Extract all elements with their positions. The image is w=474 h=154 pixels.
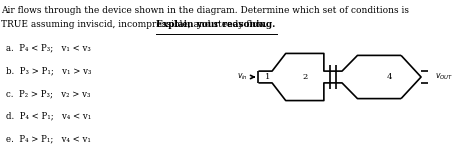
Text: c.  P₂ > P₃;   v₂ > v₃: c. P₂ > P₃; v₂ > v₃ (6, 89, 90, 98)
Text: d.  P₄ < P₁;   v₄ < v₁: d. P₄ < P₁; v₄ < v₁ (6, 112, 91, 121)
Text: $v_{OUT}$: $v_{OUT}$ (435, 72, 453, 82)
Text: 4: 4 (386, 73, 392, 81)
Text: Explain your reasoning.: Explain your reasoning. (155, 20, 275, 28)
Text: $v_{in}$: $v_{in}$ (237, 72, 248, 82)
Text: a.  P₄ < P₃;   v₁ < v₃: a. P₄ < P₃; v₁ < v₃ (6, 44, 91, 53)
Text: TRUE assuming inviscid, incompressible, and steady flow.: TRUE assuming inviscid, incompressible, … (1, 20, 271, 28)
Text: e.  P₄ > P₁;   v₄ < v₁: e. P₄ > P₁; v₄ < v₁ (6, 134, 91, 144)
Text: 2: 2 (302, 73, 308, 81)
Text: 1: 1 (265, 73, 270, 81)
Text: Air flows through the device shown in the diagram. Determine which set of condit: Air flows through the device shown in th… (1, 6, 410, 15)
Text: b.  P₃ > P₁;   v₁ > v₃: b. P₃ > P₁; v₁ > v₃ (6, 66, 91, 75)
